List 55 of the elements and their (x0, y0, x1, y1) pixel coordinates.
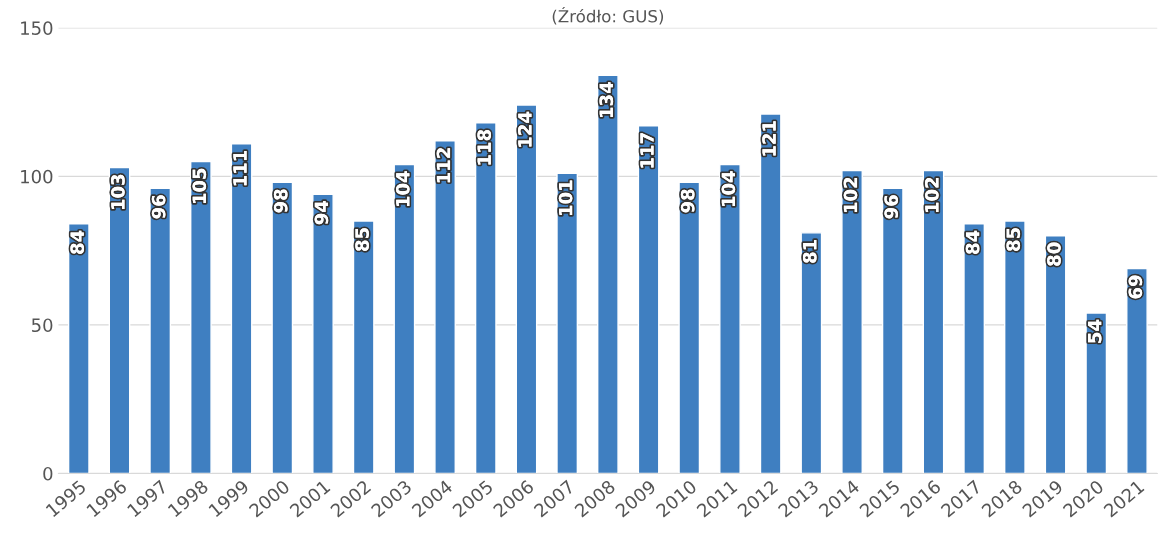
bar (230, 143, 253, 474)
data-label: 134 (599, 82, 614, 117)
data-label: 112 (436, 148, 451, 183)
data-label: 124 (518, 111, 532, 147)
bar (637, 125, 660, 474)
bar (881, 187, 904, 474)
bar (800, 232, 823, 474)
y-tick-label: 50 (32, 318, 53, 333)
chart-title: (Źródło: GUS) (552, 6, 664, 25)
data-label: 102 (925, 177, 939, 213)
bar (1126, 267, 1148, 474)
data-label: 69 (1128, 275, 1143, 299)
bar (149, 187, 172, 474)
data-label: 81 (802, 240, 817, 263)
bar (963, 223, 986, 474)
bar (474, 122, 497, 474)
data-label: 102 (843, 177, 858, 213)
bar (515, 104, 538, 474)
data-label: 96 (884, 195, 899, 219)
data-label: 84 (965, 230, 980, 254)
bar (352, 220, 375, 474)
bar (190, 160, 212, 474)
data-label: 85 (1006, 228, 1021, 251)
y-tick-label: 0 (43, 466, 53, 481)
data-label: 85 (355, 228, 369, 251)
data-label: 121 (762, 121, 776, 156)
y-tick-label: 150 (21, 21, 53, 35)
bar (1003, 220, 1026, 474)
bar (434, 140, 456, 474)
bar (1085, 312, 1108, 474)
bar (841, 169, 863, 474)
bar (759, 113, 782, 474)
data-label: 98 (680, 189, 695, 213)
bar (271, 181, 294, 474)
data-label: 104 (395, 171, 410, 207)
data-label: 84 (70, 230, 85, 254)
data-label: 105 (192, 168, 207, 204)
bar (597, 74, 619, 474)
data-label: 94 (314, 200, 329, 225)
bar (719, 163, 741, 474)
bar (556, 172, 579, 474)
bar (678, 181, 701, 474)
data-label: 96 (151, 195, 166, 219)
data-label: 103 (111, 174, 125, 210)
data-label: 117 (640, 133, 654, 168)
data-label: 111 (233, 150, 247, 186)
data-label: 104 (721, 171, 736, 207)
data-label: 101 (558, 180, 573, 216)
data-label: 118 (477, 129, 492, 165)
data-label: 98 (273, 189, 288, 213)
bar (312, 193, 334, 474)
bar (67, 223, 90, 474)
y-tick-label: 100 (21, 169, 53, 184)
data-label: 54 (1088, 319, 1102, 343)
data-label: 80 (1047, 242, 1061, 266)
